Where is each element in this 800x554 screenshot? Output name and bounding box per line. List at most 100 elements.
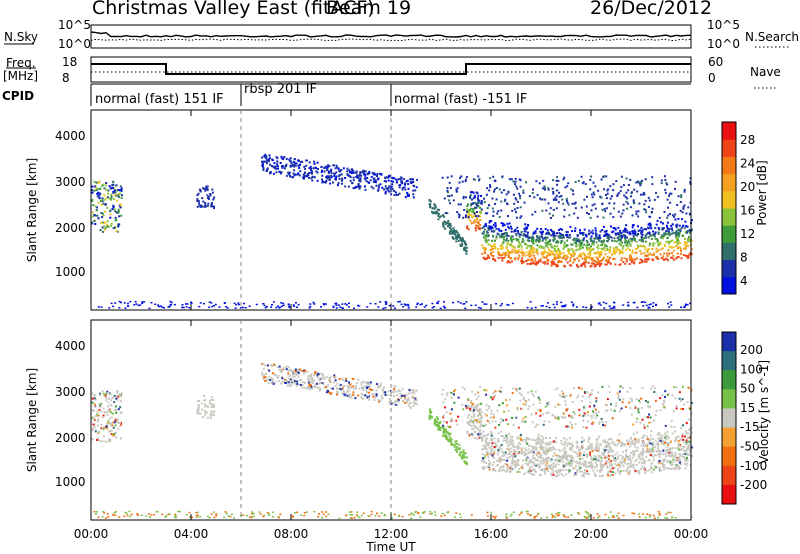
echo-point xyxy=(537,438,540,441)
echo-point xyxy=(204,189,207,192)
echo-point xyxy=(515,462,518,465)
echo-point xyxy=(212,411,215,414)
echo-point xyxy=(666,430,669,433)
echo-point xyxy=(603,230,606,233)
echo-point xyxy=(484,238,487,241)
echo-point xyxy=(495,237,498,240)
echo-point xyxy=(501,402,504,405)
echo-point xyxy=(296,382,299,385)
echo-point xyxy=(629,438,632,441)
echo-point xyxy=(117,223,120,226)
echo-point xyxy=(443,301,445,303)
echo-point xyxy=(529,236,532,239)
echo-point xyxy=(452,393,455,396)
echo-point xyxy=(567,250,569,252)
echo-point xyxy=(298,379,301,382)
echo-point xyxy=(607,451,610,454)
echo-point xyxy=(461,180,464,183)
echo-point xyxy=(681,218,683,221)
echo-point xyxy=(382,386,385,389)
echo-point xyxy=(292,176,295,179)
echo-point xyxy=(682,445,685,448)
echo-point xyxy=(647,205,650,208)
echo-point xyxy=(506,459,508,462)
echo-point xyxy=(609,256,612,259)
echo-point xyxy=(686,256,689,259)
echo-point xyxy=(536,442,539,445)
echo-point xyxy=(462,240,465,243)
echo-point xyxy=(479,307,482,309)
echo-point xyxy=(482,459,485,462)
echo-point xyxy=(535,448,538,451)
echo-point xyxy=(641,448,644,451)
echo-point xyxy=(670,227,673,230)
echo-point xyxy=(594,447,597,450)
echo-point xyxy=(382,388,385,391)
echo-point xyxy=(340,169,343,171)
echo-point xyxy=(110,193,113,196)
echo-point xyxy=(642,305,645,307)
echo-point xyxy=(531,438,534,441)
echo-point xyxy=(458,181,461,184)
echo-point xyxy=(520,251,523,254)
echo-point xyxy=(558,254,561,257)
echo-point xyxy=(109,213,112,216)
echo-point xyxy=(660,469,662,472)
power-cbar-tick: 8 xyxy=(740,251,748,265)
echo-point xyxy=(103,198,106,201)
echo-point xyxy=(317,168,319,170)
echo-point xyxy=(471,390,474,393)
echo-point xyxy=(495,187,498,189)
echo-point xyxy=(568,236,571,239)
echo-point xyxy=(467,404,470,407)
echo-point xyxy=(406,179,409,182)
echo-point xyxy=(521,439,524,442)
echo-point xyxy=(342,167,345,170)
echo-point xyxy=(265,162,268,165)
echo-point xyxy=(568,471,571,474)
echo-point xyxy=(346,394,349,397)
echo-point xyxy=(390,180,393,182)
echo-point xyxy=(588,248,591,251)
echo-point xyxy=(271,304,273,306)
echo-point xyxy=(550,261,553,263)
echo-point xyxy=(380,395,383,398)
echo-point xyxy=(507,249,509,252)
echo-point xyxy=(479,206,482,209)
cpid-segment-1: rbsp 201 IF xyxy=(244,82,317,97)
echo-point xyxy=(664,441,667,444)
noise-panel: N.Sky 10^5 10^0 10^5 10^0 N.Search xyxy=(4,18,799,51)
echo-point xyxy=(661,442,664,445)
echo-point xyxy=(583,228,586,231)
echo-point xyxy=(685,422,688,425)
echo-point xyxy=(517,460,520,463)
echo-point xyxy=(271,159,274,162)
echo-point xyxy=(617,442,620,445)
echo-point xyxy=(199,412,202,415)
echo-point xyxy=(450,194,453,197)
echo-point xyxy=(336,387,338,390)
echo-point xyxy=(535,441,538,444)
echo-point xyxy=(105,197,108,200)
echo-point xyxy=(332,164,335,167)
echo-point xyxy=(572,250,575,253)
echo-point xyxy=(303,165,306,168)
echo-point xyxy=(527,462,530,465)
echo-point xyxy=(651,471,654,474)
echo-point xyxy=(558,232,561,235)
echo-point xyxy=(484,223,487,225)
freq-label-1: Freq. xyxy=(6,56,36,70)
echo-point xyxy=(534,439,537,442)
echo-point xyxy=(343,393,346,396)
echo-point xyxy=(489,430,492,433)
echo-point xyxy=(466,227,469,230)
echo-point xyxy=(670,192,673,195)
echo-point xyxy=(602,465,605,468)
echo-point xyxy=(622,209,625,212)
echo-point xyxy=(567,442,570,445)
echo-point xyxy=(674,456,677,458)
echo-point xyxy=(682,449,685,452)
power-cbar-swatch xyxy=(722,225,736,243)
echo-point xyxy=(403,394,406,397)
echo-point xyxy=(645,260,648,263)
